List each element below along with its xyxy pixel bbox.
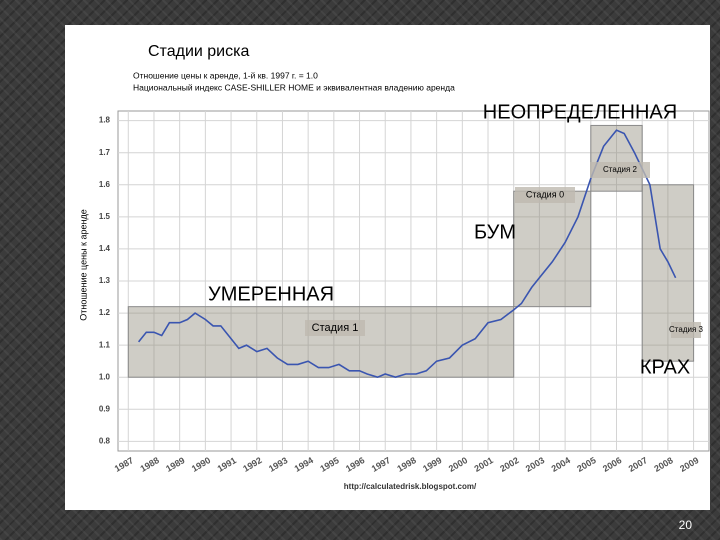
- y-tick-label: 0.9: [99, 404, 111, 413]
- y-tick-label: 1.0: [99, 372, 111, 381]
- y-tick-label: 1.5: [99, 212, 111, 221]
- y-tick-label: 1.7: [99, 148, 111, 157]
- stage-label-box: [671, 322, 701, 338]
- y-tick-label: 1.8: [99, 116, 111, 125]
- phase-label: НЕОПРЕДЕЛЕННАЯ: [483, 101, 677, 123]
- source: http://calculatedrisk.blogspot.com/: [344, 482, 477, 491]
- slide-number: 20: [679, 518, 693, 532]
- stage-label: Стадия 2: [603, 165, 637, 174]
- y-tick-label: 1.3: [99, 276, 111, 285]
- stage-label: Стадия 3: [669, 325, 703, 334]
- y-tick-label: 1.2: [99, 308, 111, 317]
- y-tick-label: 1.6: [99, 180, 111, 189]
- y-tick-label: 1.1: [99, 340, 111, 349]
- stage-label-box: [590, 162, 650, 178]
- stage-label-box: [515, 187, 575, 203]
- phase-label: УМЕРЕННАЯ: [208, 283, 334, 305]
- series-line: [137, 129, 677, 379]
- phase-label: КРАХ: [640, 356, 690, 378]
- y-tick-label: 1.4: [99, 244, 111, 253]
- phase-label: БУМ: [474, 221, 516, 243]
- stage-label-box: [305, 320, 365, 336]
- subtitle: Национальный индекс CASE-SHILLER HOME и …: [133, 82, 455, 92]
- subtitle: Отношение цены к аренде, 1-й кв. 1997 г.…: [133, 70, 318, 80]
- stage-label: Стадия 1: [312, 322, 359, 334]
- stage-region: [127, 306, 515, 378]
- chart-title: Стадии риска: [148, 43, 249, 60]
- y-axis-label: Отношение цены к аренде: [78, 209, 88, 321]
- stage-region: [513, 190, 592, 308]
- stage-label: Стадия 0: [526, 189, 564, 199]
- y-tick-label: 0.8: [99, 436, 111, 445]
